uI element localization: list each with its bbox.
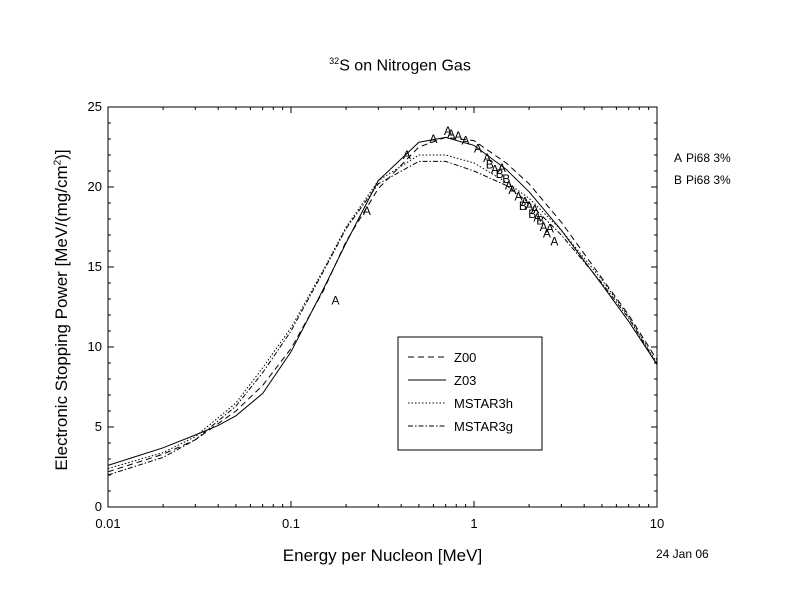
chart-title: 32S on Nitrogen Gas bbox=[0, 56, 800, 75]
legend-label-z00: Z00 bbox=[454, 350, 476, 365]
data-point-a: A bbox=[540, 220, 548, 234]
data-point-a: A bbox=[505, 178, 513, 192]
data-point-a: A bbox=[462, 134, 470, 148]
series-line-z00 bbox=[107, 136, 658, 473]
y-tick-label: 0 bbox=[95, 499, 102, 514]
data-point-a: A bbox=[531, 202, 539, 216]
data-point-a: A bbox=[331, 294, 339, 308]
data-point-b: B bbox=[496, 167, 504, 181]
data-point-b: B bbox=[528, 207, 536, 221]
data-point-a: A bbox=[550, 234, 558, 248]
date-stamp: 24 Jan 06 bbox=[656, 547, 709, 561]
data-point-a: A bbox=[454, 129, 462, 143]
y-tick-label: 25 bbox=[88, 99, 102, 114]
y-tick-label: 20 bbox=[88, 179, 102, 194]
plot-frame bbox=[107, 106, 658, 508]
side-legend-entry-b: B Pi68 3% bbox=[674, 173, 731, 187]
data-point-a: A bbox=[403, 148, 411, 162]
title-superscript: 32 bbox=[329, 56, 340, 66]
x-tick-label: 10 bbox=[650, 516, 664, 531]
side-legend-mark: B bbox=[674, 173, 683, 187]
data-point-a: A bbox=[508, 183, 516, 197]
side-legend-entry-a: A Pi68 3% bbox=[674, 151, 731, 165]
legend-label-z03: Z03 bbox=[454, 373, 476, 388]
side-legend-text: Pi68 3% bbox=[686, 173, 731, 187]
side-legend-mark: A bbox=[674, 151, 683, 165]
legend-box bbox=[397, 336, 543, 451]
data-point-a: A bbox=[429, 132, 437, 146]
series-line-mstar3h bbox=[107, 154, 658, 470]
y-tick-label: 10 bbox=[88, 339, 102, 354]
data-point-b: B bbox=[502, 172, 510, 186]
data-point-a: A bbox=[525, 199, 533, 213]
data-point-a: A bbox=[444, 124, 452, 138]
data-point-a: A bbox=[483, 151, 491, 165]
x-tick-label: 0.01 bbox=[95, 516, 120, 531]
data-point-a: A bbox=[474, 142, 482, 156]
data-point-b: B bbox=[519, 199, 527, 213]
data-point-a: A bbox=[546, 222, 554, 236]
title-text: S on Nitrogen Gas bbox=[339, 57, 471, 75]
series-line-z03 bbox=[107, 136, 658, 466]
legend-label-mstar3g: MSTAR3g bbox=[454, 419, 513, 434]
data-point-a: A bbox=[521, 194, 529, 208]
series-line-mstar3g bbox=[107, 160, 658, 476]
data-point-a: A bbox=[447, 127, 455, 141]
data-point-a: A bbox=[514, 190, 522, 204]
data-point-a: A bbox=[533, 210, 541, 224]
y-tick-label: 15 bbox=[88, 259, 102, 274]
x-axis-label: Energy per Nucleon [MeV] bbox=[282, 546, 483, 565]
y-tick-label: 5 bbox=[95, 419, 102, 434]
side-legend-text: Pi68 3% bbox=[686, 151, 731, 165]
x-tick-label: 1 bbox=[470, 516, 477, 531]
data-point-b: B bbox=[536, 214, 544, 228]
data-point-a: A bbox=[543, 226, 551, 240]
x-tick-label: 0.1 bbox=[282, 516, 300, 531]
data-point-a: A bbox=[363, 204, 371, 218]
data-point-a: A bbox=[498, 161, 506, 175]
legend-label-mstar3h: MSTAR3h bbox=[454, 396, 513, 411]
data-point-b: B bbox=[486, 158, 494, 172]
data-point-a: A bbox=[491, 162, 499, 176]
